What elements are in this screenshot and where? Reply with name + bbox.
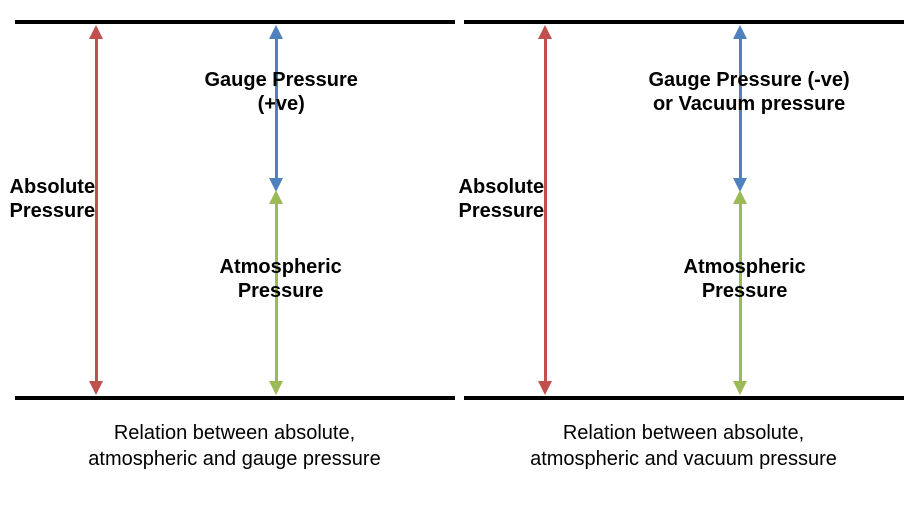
caption: Relation between absolute, atmospheric a… <box>15 420 455 472</box>
bottom-line <box>15 396 455 400</box>
gauge-label: Gauge Pressure (+ve) <box>205 68 358 116</box>
absolute-label: Absolute Pressure <box>459 175 545 223</box>
panel-vacuum: Absolute Pressure Gauge Pressure (-ve) o… <box>464 20 904 490</box>
gauge-label: Gauge Pressure (-ve) or Vacuum pressure <box>649 68 850 116</box>
atmospheric-label: Atmospheric Pressure <box>684 255 806 303</box>
diagram-area: Absolute Pressure Gauge Pressure (+ve) A… <box>15 20 455 400</box>
absolute-label: Absolute Pressure <box>10 175 96 223</box>
diagram-area: Absolute Pressure Gauge Pressure (-ve) o… <box>464 20 904 400</box>
top-line <box>464 20 904 24</box>
bottom-line <box>464 396 904 400</box>
atmospheric-label: Atmospheric Pressure <box>220 255 342 303</box>
caption: Relation between absolute, atmospheric a… <box>464 420 904 472</box>
panel-gauge: Absolute Pressure Gauge Pressure (+ve) A… <box>15 20 455 490</box>
top-line <box>15 20 455 24</box>
